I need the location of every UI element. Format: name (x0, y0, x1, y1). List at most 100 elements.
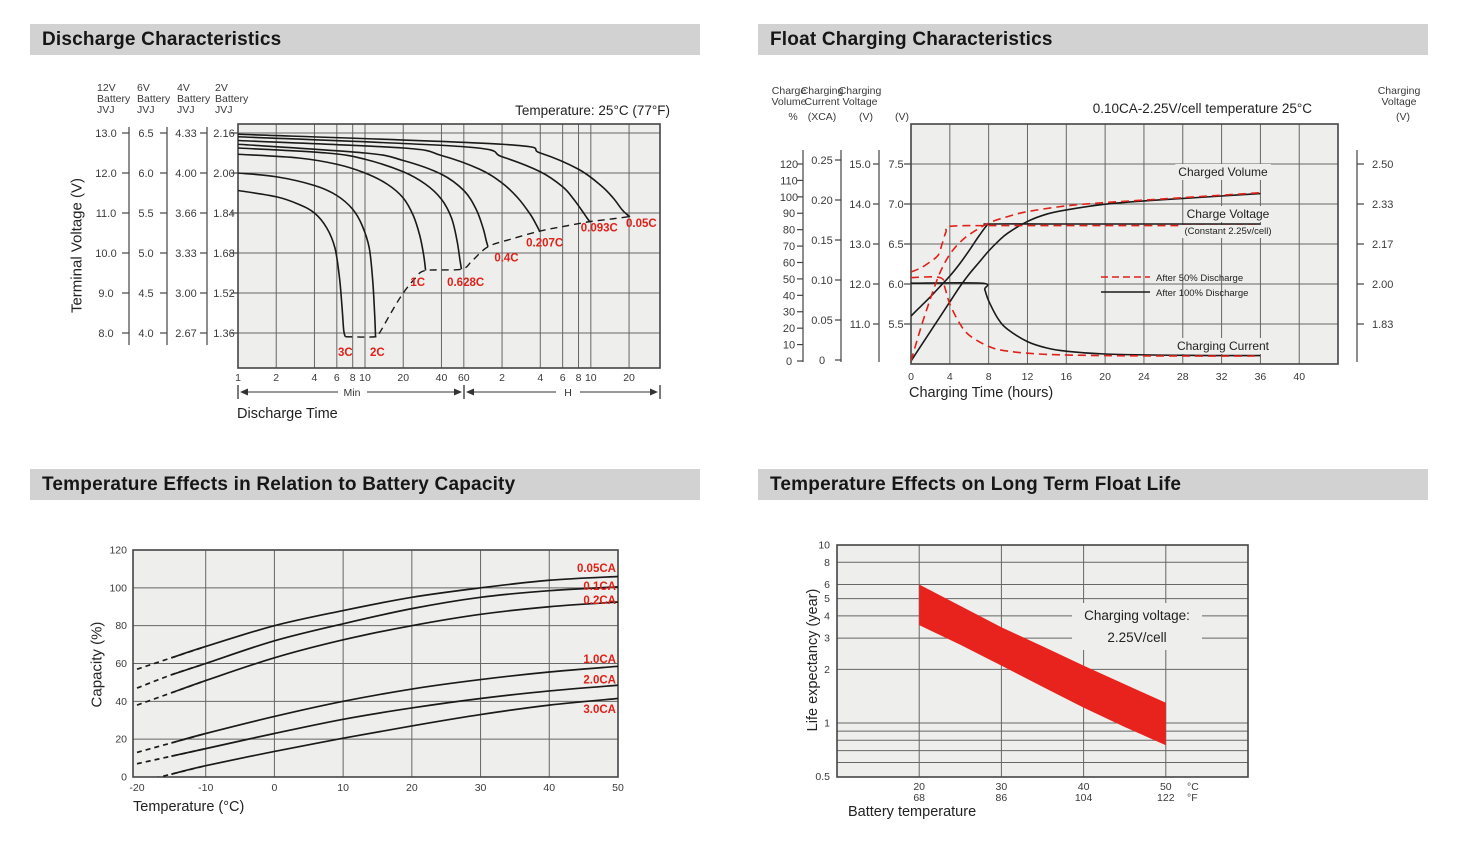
svg-text:8: 8 (824, 557, 830, 569)
svg-text:5.5: 5.5 (138, 208, 153, 220)
svg-text:1.36: 1.36 (213, 328, 234, 340)
svg-text:3.0CA: 3.0CA (583, 704, 616, 716)
svg-text:2C: 2C (370, 347, 385, 359)
svg-text:3.00: 3.00 (175, 288, 196, 300)
svg-text:7.0: 7.0 (888, 199, 903, 211)
svg-text:50: 50 (612, 782, 624, 794)
svg-text:6: 6 (824, 579, 830, 591)
svg-text:12: 12 (1022, 371, 1034, 383)
svg-text:°F: °F (1187, 792, 1198, 804)
svg-text:40: 40 (115, 696, 127, 708)
svg-text:110: 110 (780, 175, 798, 187)
discharge-y-axis-title: Terminal Voltage (V) (68, 177, 86, 314)
svg-text:4V: 4V (177, 82, 190, 94)
section-title: Discharge Characteristics (42, 29, 282, 50)
svg-text:(XCA): (XCA) (808, 111, 837, 123)
svg-text:3: 3 (824, 633, 830, 645)
svg-text:100: 100 (780, 192, 798, 204)
svg-text:3.66: 3.66 (175, 208, 196, 220)
svg-text:JVJ: JVJ (177, 104, 195, 116)
svg-text:12V: 12V (97, 82, 116, 94)
svg-text:32: 32 (1216, 371, 1228, 383)
float-life-charging-voltage-annotation: Charging voltage: 2.25V/cell (1072, 603, 1202, 651)
svg-text:Battery: Battery (215, 93, 249, 105)
svg-text:0.05CA: 0.05CA (577, 563, 616, 575)
svg-text:60: 60 (115, 658, 127, 670)
temp-capacity-y-axis-title: Capacity (%) (88, 621, 106, 708)
float-life-y-axis-title: Life expectancy (year) (805, 588, 821, 732)
svg-text:20: 20 (406, 782, 418, 794)
svg-text:15.0: 15.0 (849, 159, 870, 171)
svg-text:1C: 1C (410, 277, 425, 289)
annotation-line-1: Charging voltage: (1084, 608, 1190, 623)
svg-text:90: 90 (783, 208, 795, 220)
svg-text:86: 86 (996, 792, 1008, 804)
svg-text:6.5: 6.5 (888, 239, 903, 251)
svg-text:0: 0 (121, 772, 127, 784)
discharge-x-axis-title: Discharge Time (237, 406, 338, 422)
section-header-discharge: Discharge Characteristics (30, 24, 700, 55)
svg-text:%: % (788, 111, 797, 123)
svg-text:Battery: Battery (137, 93, 171, 105)
svg-text:120: 120 (109, 544, 127, 556)
svg-text:1.0CA: 1.0CA (583, 654, 616, 666)
svg-text:Min: Min (344, 387, 361, 399)
discharge-temperature-annotation: Temperature: 25°C (77°F) (515, 103, 670, 118)
svg-text:0.207C: 0.207C (526, 238, 563, 250)
svg-text:Voltage: Voltage (842, 96, 877, 108)
svg-text:5: 5 (824, 593, 830, 605)
svg-text:2: 2 (824, 664, 830, 676)
svg-text:12.0: 12.0 (95, 168, 116, 180)
svg-text:2: 2 (499, 372, 505, 384)
svg-text:40: 40 (1293, 371, 1305, 383)
svg-text:0: 0 (786, 356, 792, 368)
float-life-x-axis-title: Battery temperature (848, 804, 977, 820)
svg-text:9.0: 9.0 (98, 288, 113, 300)
svg-text:1.68: 1.68 (213, 248, 234, 260)
svg-text:30: 30 (996, 781, 1008, 793)
svg-text:JVJ: JVJ (215, 104, 233, 116)
svg-text:28: 28 (1177, 371, 1189, 383)
svg-text:Voltage: Voltage (1381, 96, 1416, 108)
temp-capacity-x-axis-title: Temperature (°C) (133, 799, 245, 815)
svg-text:8: 8 (576, 372, 582, 384)
svg-text:6.0: 6.0 (138, 168, 153, 180)
svg-text:16: 16 (1060, 371, 1072, 383)
svg-text:30: 30 (475, 782, 487, 794)
svg-text:JVJ: JVJ (97, 104, 115, 116)
svg-text:6V: 6V (137, 82, 150, 94)
svg-text:10.0: 10.0 (95, 248, 116, 260)
svg-text:8: 8 (350, 372, 356, 384)
svg-text:11.0: 11.0 (850, 319, 871, 331)
svg-text:10: 10 (783, 340, 795, 352)
svg-text:60: 60 (783, 257, 795, 269)
svg-text:20: 20 (115, 734, 127, 746)
svg-text:After 100% Discharge: After 100% Discharge (1156, 288, 1248, 299)
svg-text:4: 4 (824, 610, 830, 622)
svg-text:20: 20 (913, 781, 925, 793)
svg-text:50: 50 (1160, 781, 1172, 793)
svg-text:2.33: 2.33 (1372, 199, 1393, 211)
svg-text:Charging: Charging (1378, 85, 1421, 97)
svg-text:68: 68 (913, 792, 925, 804)
svg-text:3.33: 3.33 (175, 248, 196, 260)
svg-text:0: 0 (908, 371, 914, 383)
svg-text:5.5: 5.5 (888, 319, 903, 331)
svg-text:4: 4 (312, 372, 318, 384)
svg-text:Charged Volume: Charged Volume (1178, 165, 1268, 179)
svg-text:(V): (V) (1396, 111, 1410, 123)
svg-text:13.0: 13.0 (95, 128, 116, 140)
svg-text:2V: 2V (215, 82, 228, 94)
svg-text:20: 20 (1099, 371, 1111, 383)
svg-text:Battery: Battery (177, 93, 211, 105)
svg-text:30: 30 (783, 307, 795, 319)
svg-text:0: 0 (819, 355, 825, 367)
svg-text:104: 104 (1075, 792, 1093, 804)
svg-text:6: 6 (334, 372, 340, 384)
svg-text:80: 80 (783, 225, 795, 237)
svg-text:1: 1 (824, 718, 830, 730)
svg-text:1.83: 1.83 (1372, 319, 1393, 331)
svg-text:24: 24 (1138, 371, 1150, 383)
svg-text:14.0: 14.0 (849, 199, 870, 211)
